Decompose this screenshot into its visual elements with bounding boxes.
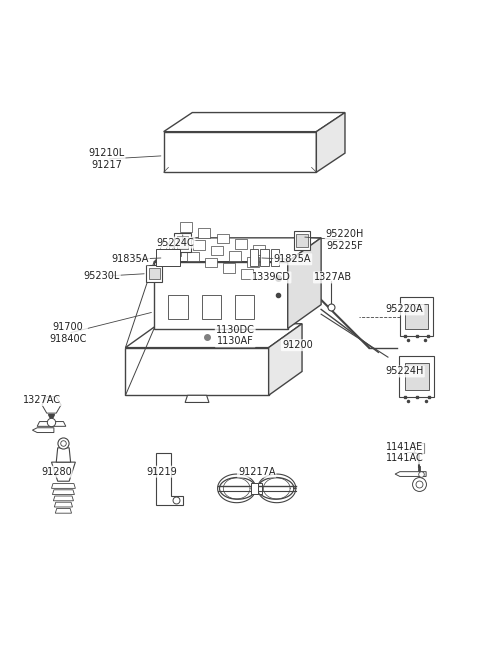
Polygon shape bbox=[199, 228, 210, 238]
Polygon shape bbox=[187, 252, 199, 261]
Polygon shape bbox=[156, 249, 180, 267]
Polygon shape bbox=[51, 462, 75, 481]
Polygon shape bbox=[247, 257, 259, 267]
Text: 91835A: 91835A bbox=[111, 254, 149, 264]
Text: 95220A: 95220A bbox=[386, 304, 423, 315]
Polygon shape bbox=[154, 238, 321, 261]
Text: 1130DC
1130AF: 1130DC 1130AF bbox=[216, 325, 255, 346]
Polygon shape bbox=[235, 240, 247, 249]
Polygon shape bbox=[205, 258, 217, 267]
Polygon shape bbox=[55, 509, 72, 513]
Polygon shape bbox=[211, 246, 223, 256]
Polygon shape bbox=[229, 252, 241, 261]
Polygon shape bbox=[33, 428, 54, 432]
Polygon shape bbox=[37, 422, 66, 426]
Polygon shape bbox=[405, 363, 429, 390]
Polygon shape bbox=[180, 222, 192, 232]
Polygon shape bbox=[56, 448, 71, 462]
Text: 91280: 91280 bbox=[41, 466, 72, 477]
Polygon shape bbox=[399, 356, 434, 397]
Polygon shape bbox=[400, 298, 433, 336]
Polygon shape bbox=[177, 237, 188, 249]
Polygon shape bbox=[193, 240, 204, 250]
Polygon shape bbox=[164, 112, 345, 131]
Polygon shape bbox=[406, 304, 428, 329]
Polygon shape bbox=[252, 483, 258, 494]
Polygon shape bbox=[235, 295, 254, 319]
Text: 91200: 91200 bbox=[282, 340, 312, 350]
Text: 91825A: 91825A bbox=[274, 254, 311, 264]
Polygon shape bbox=[51, 484, 75, 488]
Polygon shape bbox=[154, 261, 288, 328]
Polygon shape bbox=[316, 112, 345, 172]
Polygon shape bbox=[256, 483, 262, 494]
Polygon shape bbox=[174, 233, 191, 252]
Polygon shape bbox=[164, 131, 316, 172]
Polygon shape bbox=[125, 348, 269, 396]
Polygon shape bbox=[223, 263, 235, 273]
Polygon shape bbox=[202, 295, 221, 319]
Polygon shape bbox=[288, 238, 321, 328]
Polygon shape bbox=[253, 245, 265, 255]
Polygon shape bbox=[395, 472, 426, 476]
Text: 95220H
95225F: 95220H 95225F bbox=[326, 229, 364, 251]
Polygon shape bbox=[269, 324, 302, 396]
Polygon shape bbox=[168, 295, 188, 319]
Text: 95230L: 95230L bbox=[84, 271, 120, 281]
Polygon shape bbox=[169, 246, 181, 256]
Polygon shape bbox=[148, 268, 160, 279]
Polygon shape bbox=[250, 249, 258, 267]
Polygon shape bbox=[216, 234, 228, 243]
Polygon shape bbox=[54, 502, 72, 507]
Polygon shape bbox=[175, 235, 187, 244]
Polygon shape bbox=[52, 490, 74, 495]
Polygon shape bbox=[294, 231, 311, 250]
Polygon shape bbox=[42, 397, 61, 413]
Polygon shape bbox=[53, 496, 73, 501]
Polygon shape bbox=[146, 265, 162, 282]
Text: 91700
91840C: 91700 91840C bbox=[49, 323, 87, 344]
Polygon shape bbox=[156, 453, 183, 505]
Polygon shape bbox=[185, 396, 209, 403]
Text: 91210L
91217: 91210L 91217 bbox=[88, 148, 124, 170]
Text: 1327AB: 1327AB bbox=[314, 273, 352, 283]
Text: 1339CD: 1339CD bbox=[252, 273, 290, 283]
Polygon shape bbox=[260, 249, 269, 267]
Text: 95224H: 95224H bbox=[385, 367, 424, 376]
Polygon shape bbox=[297, 234, 308, 246]
Text: 91217A: 91217A bbox=[238, 466, 276, 477]
Polygon shape bbox=[125, 324, 302, 348]
Text: 1141AE
1141AC: 1141AE 1141AC bbox=[386, 442, 423, 463]
Polygon shape bbox=[271, 249, 279, 267]
Text: 1327AC: 1327AC bbox=[23, 395, 61, 405]
Text: 91219: 91219 bbox=[146, 466, 177, 477]
Text: 95224C: 95224C bbox=[156, 238, 194, 248]
Polygon shape bbox=[241, 269, 253, 279]
